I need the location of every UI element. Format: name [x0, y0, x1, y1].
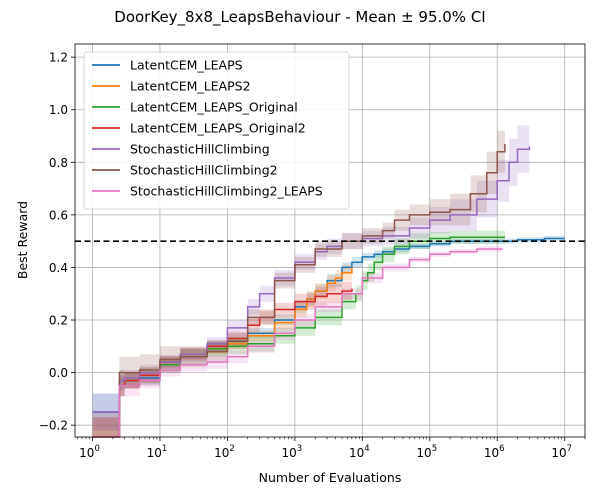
- x-tick-label: 106: [484, 444, 505, 460]
- x-axis-label: Number of Evaluations: [259, 470, 402, 485]
- y-tick-label: 0.8: [49, 156, 68, 170]
- legend-label: StochasticHillClimbing: [130, 142, 270, 157]
- ci-band-2: [92, 230, 505, 437]
- plot-frame: [74, 43, 586, 438]
- x-axis-ticks: 100 101 102 103 104 105 106 107: [77, 437, 586, 460]
- ci-band-3: [92, 279, 352, 437]
- y-axis-label: Best Reward: [15, 201, 30, 279]
- x-tick-label: 107: [551, 444, 572, 460]
- x-tick-label: 104: [349, 444, 370, 460]
- ci-band-4: [92, 120, 530, 431]
- y-tick-label: 1.0: [49, 103, 68, 117]
- y-tick-label: −0.2: [39, 419, 68, 433]
- x-tick-label: 101: [147, 444, 168, 460]
- series-line-5: [92, 143, 506, 438]
- chart-title: DoorKey_8x8_LeapsBehaviour - Mean ± 95.0…: [114, 8, 485, 27]
- series-line-6: [92, 248, 503, 438]
- ci-band-0: [92, 235, 565, 431]
- ci-band-6: [92, 246, 503, 437]
- y-axis-ticks: −0.2 0.0 0.2 0.4 0.6 0.8 1.0 1.2: [39, 51, 75, 433]
- legend-label: LatentCEM_LEAPS_Original: [130, 100, 298, 115]
- series-line-3: [92, 288, 353, 438]
- legend-label: LatentCEM_LEAPS_Original2: [130, 121, 306, 136]
- legend-label: LatentCEM_LEAPS2: [130, 79, 251, 94]
- x-tick-label: 100: [79, 444, 100, 460]
- x-tick-label: 103: [282, 444, 303, 460]
- y-tick-label: 0.6: [49, 208, 68, 222]
- y-tick-label: 0.4: [49, 261, 68, 275]
- x-tick-label: 105: [416, 444, 437, 460]
- legend-label: LatentCEM_LEAPS: [130, 58, 243, 73]
- y-tick-label: 0.2: [49, 314, 68, 328]
- ci-band-5: [92, 122, 505, 438]
- legend-box: [83, 51, 350, 210]
- series-lines: [92, 143, 565, 438]
- x-tick-label: 102: [214, 444, 235, 460]
- y-tick-label: 1.2: [49, 51, 68, 65]
- legend: LatentCEM_LEAPS LatentCEM_LEAPS2 LatentCEM…: [83, 51, 350, 210]
- y-tick-label: 0.0: [49, 366, 68, 380]
- legend-label: StochasticHillClimbing2_LEAPS: [130, 184, 323, 199]
- legend-label: StochasticHillClimbing2: [130, 163, 278, 178]
